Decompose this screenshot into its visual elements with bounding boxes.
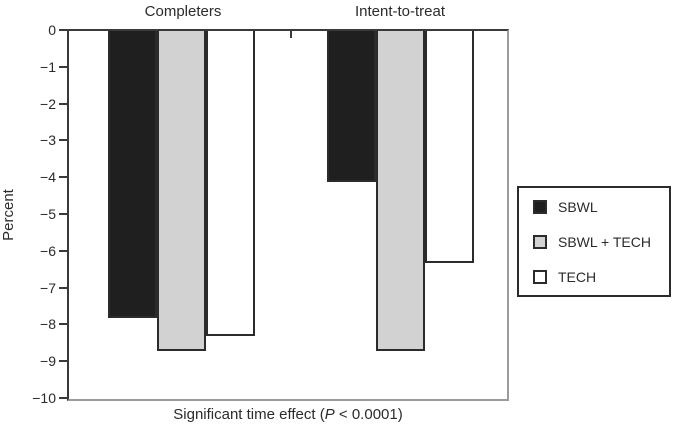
legend-label-tech: TECH <box>558 269 597 285</box>
x-axis-title-suffix: < 0.0001) <box>334 406 403 423</box>
y-tick-label: 0 <box>48 22 56 38</box>
category-divider-tick <box>290 31 292 38</box>
legend-item-tech: TECH <box>533 269 669 285</box>
group-title-completers: Completers <box>144 3 222 20</box>
legend: SBWL SBWL + TECH TECH <box>517 186 671 297</box>
legend-label-sbwl-tech: SBWL + TECH <box>558 234 651 250</box>
y-tick-label: −2 <box>40 96 56 112</box>
y-tick <box>59 29 68 31</box>
y-tick <box>59 287 68 289</box>
bar-sbwl-tech-intent-to-treat <box>376 31 425 351</box>
y-tick-label: −7 <box>40 280 56 296</box>
plot-area <box>67 29 509 401</box>
legend-item-sbwl-tech: SBWL + TECH <box>533 234 669 250</box>
legend-swatch-sbwl <box>533 200 547 214</box>
y-tick-label: −4 <box>40 169 56 185</box>
bar-tech-completers <box>206 31 255 336</box>
x-axis-title-prefix: Significant time effect ( <box>173 406 325 423</box>
legend-label-sbwl: SBWL <box>558 199 598 215</box>
y-tick <box>59 103 68 105</box>
y-tick-label: −3 <box>40 132 56 148</box>
legend-swatch-sbwl-tech <box>533 235 547 249</box>
legend-swatch-tech <box>533 270 547 284</box>
y-tick-label: −1 <box>40 59 56 75</box>
y-tick <box>59 213 68 215</box>
y-tick-label: −6 <box>40 243 56 259</box>
y-tick-label: −9 <box>40 353 56 369</box>
y-tick-label: −8 <box>40 316 56 332</box>
y-tick-label: −5 <box>40 206 56 222</box>
p-value-symbol: P <box>324 406 335 423</box>
legend-item-sbwl: SBWL <box>533 199 669 215</box>
y-tick <box>59 397 68 399</box>
group-title-intent-to-treat: Intent-to-treat <box>354 3 446 20</box>
y-tick-label: −10 <box>32 390 56 406</box>
y-tick <box>59 360 68 362</box>
y-tick <box>59 250 68 252</box>
x-axis-title: Significant time effect (P < 0.0001) <box>67 406 509 423</box>
y-tick <box>59 323 68 325</box>
bar-sbwl-intent-to-treat <box>327 31 376 182</box>
bar-sbwl-completers <box>108 31 157 318</box>
bar-tech-intent-to-treat <box>425 31 474 263</box>
y-tick <box>59 139 68 141</box>
bar-sbwl-tech-completers <box>157 31 206 351</box>
y-tick <box>59 176 68 178</box>
y-tick <box>59 66 68 68</box>
